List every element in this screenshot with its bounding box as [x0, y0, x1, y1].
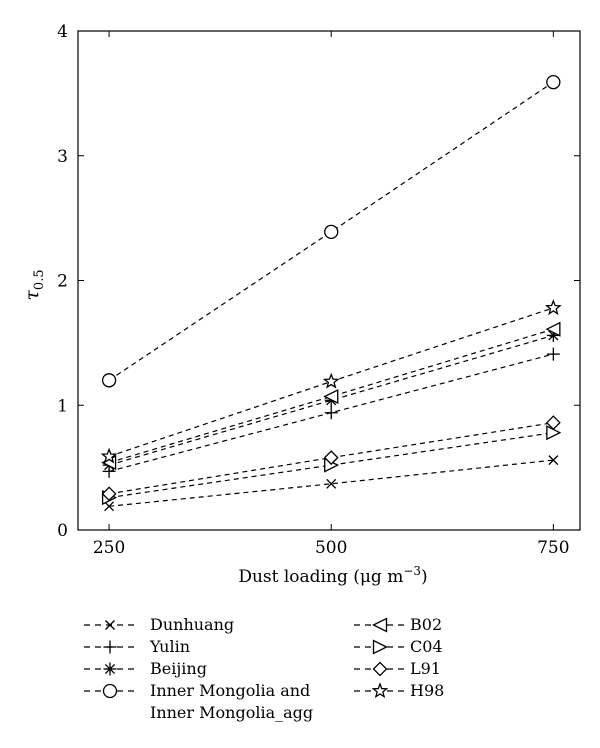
- legend-marker-star: [371, 682, 389, 699]
- legend-marker-asterisk: [103, 662, 117, 676]
- data-point-circle: [324, 224, 339, 239]
- legend-label: Dunhuang: [150, 615, 234, 634]
- y-tick-label: 1: [57, 396, 68, 416]
- legend-label: H98: [410, 681, 444, 700]
- x-axis-title-close: ): [421, 567, 428, 587]
- y-tick-label: 2: [57, 272, 68, 292]
- data-point-star: [544, 299, 562, 316]
- y-tick-label: 0: [57, 521, 68, 541]
- legend-item: Beijing: [84, 659, 207, 678]
- data-point-plus: [324, 406, 338, 420]
- legend-label: Yulin: [149, 637, 190, 656]
- legend-label: C04: [410, 637, 443, 656]
- legend-label-line2: Inner Mongolia_agg: [150, 703, 313, 722]
- y-tick-label: 3: [57, 147, 68, 167]
- data-point-circle: [546, 74, 561, 90]
- data-point-diamond: [323, 450, 339, 466]
- series-line-x: [109, 459, 554, 507]
- legend-marker-circle: [102, 683, 118, 699]
- data-point-circle: [101, 373, 117, 388]
- legend-marker-plus: [103, 640, 117, 654]
- x-axis-title-sup: −3: [403, 564, 421, 578]
- legend-marker-diamond: [372, 661, 388, 677]
- legend-item: Yulin: [84, 637, 190, 656]
- legend-item: B02: [354, 615, 442, 634]
- data-point-triangle-left: [323, 388, 339, 405]
- series-line-triangle-right: [109, 432, 554, 499]
- legend-item: Dunhuang: [84, 615, 234, 634]
- data-point-triangle-left: [545, 321, 561, 337]
- legend-label: B02: [410, 615, 442, 634]
- series-line-circle: [108, 81, 554, 381]
- data-point-x: [326, 478, 337, 489]
- data-point-diamond: [101, 486, 117, 502]
- legend-item: H98: [354, 681, 444, 700]
- legend-item: C04: [354, 637, 443, 656]
- legend-item: L91: [354, 659, 441, 678]
- y-axis-title-main: τ: [21, 290, 43, 301]
- x-tick-label: 500: [315, 538, 347, 558]
- series-lines: [100, 74, 562, 512]
- legend-marker-triangle-left: [372, 617, 388, 633]
- legend-marker-triangle-right: [372, 639, 388, 655]
- y-axis-title-sub: 0.5: [32, 269, 47, 290]
- data-point-x: [104, 501, 115, 512]
- y-axis-title: τ0.5: [21, 269, 47, 300]
- data-point-x: [548, 455, 559, 466]
- axis-ticks: 250 500 750 0 1 2 3 4: [57, 22, 580, 558]
- legend-label: Beijing: [150, 659, 207, 678]
- data-point-star: [322, 372, 340, 389]
- data-point-diamond: [545, 415, 561, 431]
- x-tick-label: 750: [537, 538, 569, 558]
- legend-label: Inner Mongolia and: [150, 681, 310, 700]
- legend-item: Inner Mongolia and Inner Mongolia_agg: [84, 681, 313, 722]
- data-point-star: [100, 447, 118, 464]
- legend-marker-x: [105, 620, 115, 630]
- legend-label: L91: [410, 659, 441, 678]
- x-tick-label: 250: [93, 538, 125, 558]
- data-point-plus: [546, 347, 560, 361]
- x-axis-title-main: Dust loading (μg m: [238, 567, 403, 587]
- y-tick-label: 4: [57, 22, 68, 42]
- x-axis-title: Dust loading (μg m−3): [238, 564, 427, 587]
